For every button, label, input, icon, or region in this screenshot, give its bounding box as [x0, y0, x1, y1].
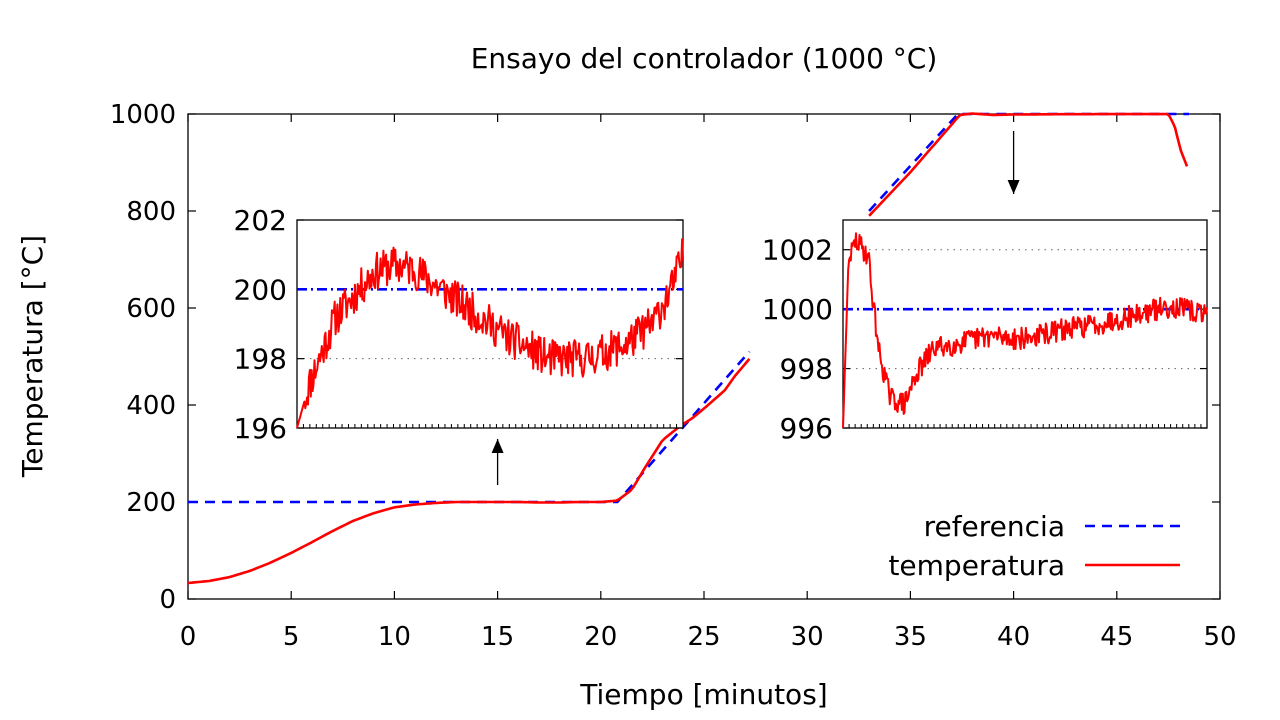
x-tick-label: 30 — [791, 622, 824, 652]
series-temperatura-line — [868, 112, 1189, 217]
x-tick-label: 10 — [378, 622, 411, 652]
inset-zoom-200: 196 198 200 202 — [234, 204, 684, 445]
inset-y-tick-label: 996 — [780, 412, 833, 445]
y-tick-label: 200 — [126, 488, 176, 518]
inset-y-tick-label: 1002 — [762, 234, 833, 267]
x-tick-label: 40 — [997, 622, 1030, 652]
x-tick-label: 5 — [283, 622, 300, 652]
legend: referencia temperatura — [888, 510, 1180, 582]
y-tick-label: 600 — [126, 294, 176, 324]
legend-label-referencia: referencia — [924, 510, 1065, 543]
inset-temperature-line — [296, 238, 684, 429]
legend-label-temperatura: temperatura — [888, 549, 1065, 582]
chart-title: Ensayo del controlador (1000 °C) — [471, 42, 938, 75]
inset-y-tick-label: 196 — [234, 412, 287, 445]
y-tick-label: 800 — [126, 197, 176, 227]
series-referencia-line — [868, 112, 1189, 212]
annotation-arrow-head — [1007, 180, 1020, 195]
inset-y-tick-label: 998 — [780, 353, 833, 386]
x-tick-label: 35 — [894, 622, 927, 652]
annotation-arrow-head — [491, 438, 504, 453]
main-plot: 0 5 10 15 20 25 30 35 40 45 50 0 200 400 600 800 1000 — [110, 100, 1237, 652]
y-tick-label: 0 — [159, 585, 176, 615]
inset-temperature-line — [842, 232, 1208, 429]
inset-y-tick-label: 202 — [234, 204, 287, 237]
x-tick-label: 45 — [1100, 622, 1133, 652]
x-axis-label: Tiempo [minutos] — [579, 678, 827, 711]
y-tick-label: 400 — [126, 391, 176, 421]
x-tick-label: 50 — [1203, 622, 1236, 652]
inset-frame — [842, 219, 1208, 429]
x-tick-label: 25 — [687, 622, 720, 652]
x-tick-label: 0 — [180, 622, 197, 652]
series-temperatura-line — [187, 358, 751, 585]
x-tick-label: 15 — [481, 622, 514, 652]
series-referencia-line — [188, 350, 751, 504]
y-tick-label: 1000 — [110, 100, 176, 130]
inset-y-tick-label: 200 — [234, 273, 287, 306]
inset-y-tick-label: 1000 — [762, 293, 833, 326]
inset-zoom-1000: 996 998 1000 1002 — [762, 219, 1208, 445]
inset-y-tick-label: 198 — [234, 343, 287, 376]
x-tick-label: 20 — [584, 622, 617, 652]
y-axis-label: Temperatura [°C] — [16, 235, 49, 478]
